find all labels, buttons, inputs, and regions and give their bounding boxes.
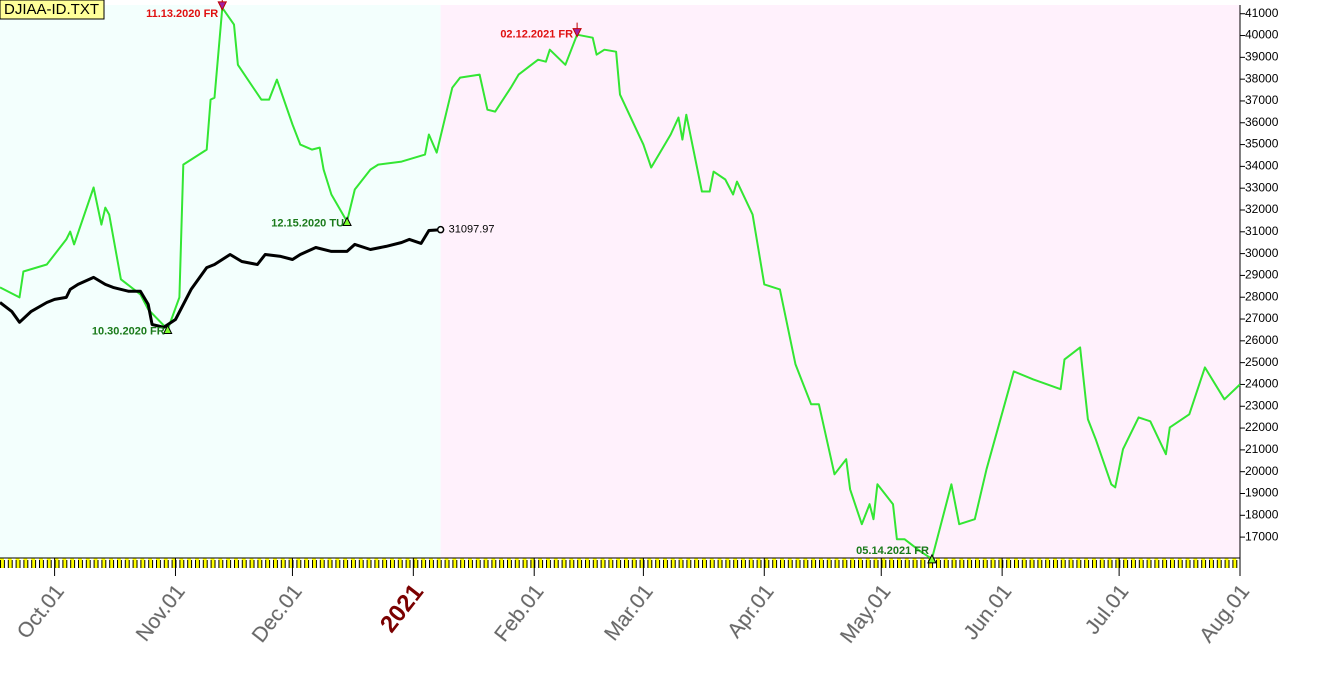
minor-ticks [0,558,1240,568]
y-tick-label: 28000 [1245,289,1279,303]
x-tick-label: Oct.01 [13,580,69,643]
peak-marker [572,22,582,38]
x-tick-label: Jun.01 [960,580,1017,644]
x-tick-label: Jul.01 [1081,580,1134,638]
y-tick-label: 25000 [1245,355,1279,369]
y-tick-label: 30000 [1245,246,1279,260]
y-tick-label: 40000 [1245,28,1279,42]
y-tick-label: 20000 [1245,464,1279,478]
y-tick-label: 33000 [1245,180,1279,194]
annotation: 02.12.2021 FR [500,29,573,41]
x-tick-label: Apr.01 [723,580,779,642]
x-tick-label: 2021 [375,579,429,638]
chart-title: DJIAA-ID.TXT [4,1,99,18]
y-tick-label: 26000 [1245,333,1279,347]
annotation: 12.15.2020 TU [271,217,344,229]
title-box [0,0,105,20]
trough-marker [162,324,173,334]
y-tick-label: 23000 [1245,398,1279,412]
y-tick-label: 35000 [1245,137,1279,151]
y-tick-label: 22000 [1245,420,1279,434]
annotation: 11.13.2020 FR [146,8,218,20]
backgrounds [0,5,1241,558]
x-tick-label: May.01 [836,580,896,647]
y-tick-label: 31000 [1245,224,1279,238]
y-tick-label: 21000 [1245,442,1279,456]
x-tick-label: Nov.01 [132,580,190,645]
region [440,5,1241,558]
y-tick-label: 36000 [1245,115,1279,129]
annotation: 05.14.2021 FR [856,545,929,557]
last-point [436,225,445,234]
trough-marker [342,216,352,227]
x-tick-label: Mar.01 [600,580,658,645]
last-value-label: 31097.97 [449,224,495,236]
y-tick-label: 39000 [1245,50,1279,64]
y-tick-label: 41000 [1245,6,1279,20]
region [0,5,441,558]
y-tick-label: 17000 [1245,529,1279,543]
x-tick-label: Feb.01 [490,580,548,646]
y-tick-label: 19000 [1245,486,1279,500]
y-tick-label: 29000 [1245,268,1279,282]
series-line [0,6,1241,560]
y-tick-label: 32000 [1245,202,1279,216]
x-tick-label: Aug.01 [1195,580,1254,647]
x-tick-label: Dec.01 [248,580,307,647]
y-tick-label: 38000 [1245,71,1279,85]
trough-marker [927,553,937,564]
y-tick-label: 18000 [1245,507,1279,521]
y-tick-label: 37000 [1245,93,1279,107]
series-line [0,228,441,329]
y-tick-label: 27000 [1245,311,1279,325]
peak-marker [217,0,228,11]
annotation: 10.30.2020 FR [92,325,165,337]
y-tick-label: 34000 [1245,159,1279,173]
y-tick-label: 24000 [1245,377,1279,391]
